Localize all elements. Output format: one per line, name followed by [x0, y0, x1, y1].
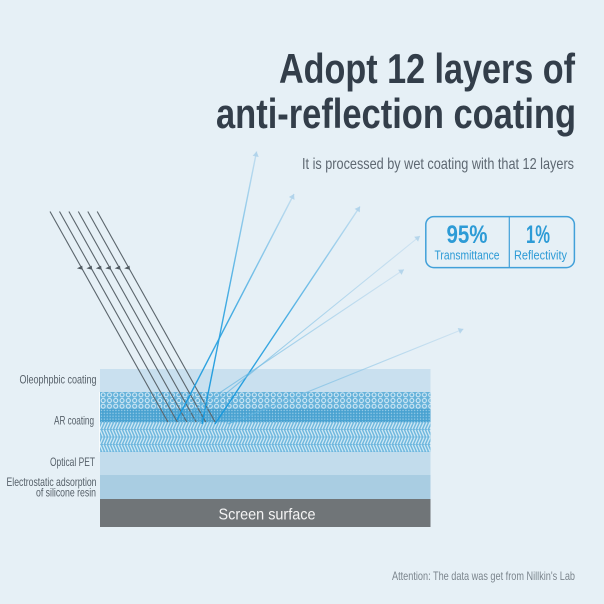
svg-text:95%: 95% [447, 221, 488, 249]
svg-text:AR coating: AR coating [54, 414, 94, 428]
svg-text:It is processed by wet coating: It is processed by wet coating with that… [302, 156, 574, 173]
svg-text:Screen surface: Screen surface [219, 507, 316, 524]
svg-text:Reflectivity: Reflectivity [514, 248, 567, 263]
svg-text:Adopt 12 layers of: Adopt 12 layers of [279, 45, 576, 92]
svg-text:of silicone resin: of silicone resin [36, 486, 96, 500]
svg-text:Attention: The data was get fr: Attention: The data was get from Nillkin… [392, 569, 575, 583]
svg-text:Electrostatic adsorption: Electrostatic adsorption [7, 475, 97, 489]
svg-text:Oleophpbic coating: Oleophpbic coating [20, 373, 97, 387]
svg-text:anti-reflection coating: anti-reflection coating [216, 90, 576, 137]
svg-text:Transmittance: Transmittance [435, 248, 500, 263]
svg-text:Optical PET: Optical PET [50, 455, 95, 469]
svg-text:1%: 1% [526, 221, 550, 249]
